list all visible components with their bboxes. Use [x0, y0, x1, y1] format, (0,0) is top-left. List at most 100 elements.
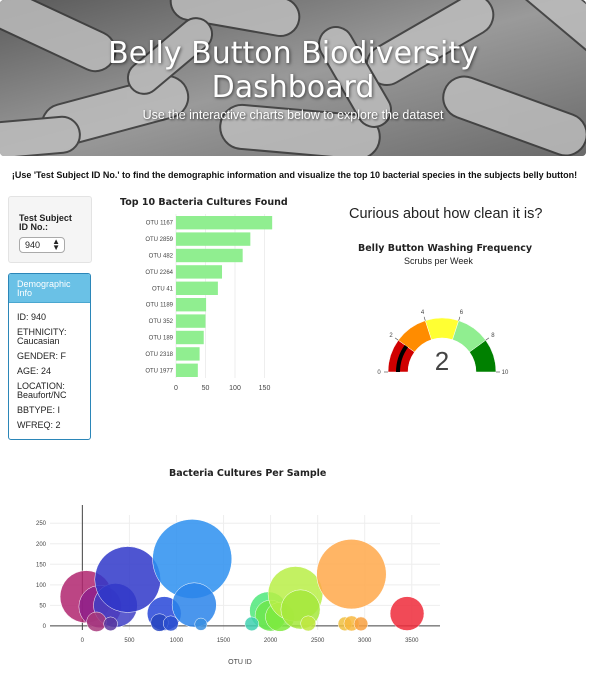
bar-chart-title: Top 10 Bacteria Cultures Found [120, 197, 288, 208]
bar-y-tick-label: OTU 2859 [145, 237, 173, 243]
bar [176, 216, 273, 230]
bar-x-tick-label: 100 [229, 385, 241, 392]
bubble-y-tick-label: 200 [36, 542, 47, 548]
bar [176, 248, 243, 263]
demo-bbtype: BBTYPE: I [17, 405, 61, 415]
bar-y-tick-label: OTU 41 [152, 286, 174, 292]
bar [176, 232, 251, 246]
bubble-x-tick-label: 1000 [170, 638, 184, 644]
subject-selector-panel: Test Subject ID No.: 940 ▲ ▼ [8, 196, 92, 263]
page-subtitle: Use the interactive charts below to expl… [142, 108, 444, 122]
bubble-x-tick-label: 500 [124, 638, 135, 644]
bacteria-background-image [0, 0, 586, 156]
instructions-text: ¡Use 'Test Subject ID No.' to find the d… [11, 170, 578, 180]
bar [176, 265, 223, 279]
bar-y-tick-label: OTU 1189 [146, 303, 174, 309]
bubble-x-tick-label: 3500 [405, 638, 419, 644]
gauge-heading: Curious about how clean it is? [349, 206, 543, 222]
gauge-subtitle: Scrubs per Week [404, 256, 473, 266]
bubble-y-tick-label: 50 [39, 603, 46, 609]
gauge-value-bar [396, 344, 409, 372]
bar-y-tick-label: OTU 1977 [145, 368, 173, 374]
bar-x-tick-label: 50 [202, 385, 210, 392]
header-banner: Belly Button Biodiversity Dashboard Use … [0, 0, 586, 156]
bar [176, 363, 198, 377]
demo-location: LOCATION: Beaufort/NC [17, 382, 82, 400]
bubble-x-tick-label: 1500 [217, 638, 231, 644]
bubble-x-axis-title: OTU ID [228, 659, 252, 666]
bubble-y-tick-label: 250 [36, 521, 47, 527]
page-title-line2: Dashboard [211, 70, 375, 105]
page-title-line1: Belly Button Biodiversity [108, 36, 478, 71]
gauge-tick-label: 10 [502, 370, 509, 376]
washing-frequency-gauge[interactable]: 0 2 4 6 8 10 2 [372, 300, 522, 390]
bubble-x-tick-label: 0 [81, 638, 85, 644]
bar-x-tick-label: 150 [259, 385, 271, 392]
demographic-heading-line1: Demographic [17, 279, 71, 289]
bubble-point [244, 616, 259, 632]
gauge-tick [485, 337, 490, 341]
gauge-tick [458, 316, 461, 321]
bar [176, 281, 218, 295]
demo-id: ID: 940 [17, 312, 47, 322]
subject-label-line2: ID No.: [19, 222, 48, 232]
gauge-band [469, 339, 497, 373]
bubble-point [389, 596, 425, 631]
gauge-tick-label: 8 [491, 333, 495, 339]
select-arrows-icon: ▲ ▼ [52, 237, 60, 252]
gauge-tick-label: 2 [389, 333, 393, 339]
bubble-point [162, 615, 179, 632]
bubble-x-tick-label: 2500 [311, 638, 325, 644]
bubble-point [194, 617, 208, 631]
gauge-value: 2 [435, 346, 449, 376]
demo-location-label: LOCATION: [17, 381, 65, 391]
bubble-y-tick-label: 100 [36, 583, 47, 589]
demo-age: AGE: 24 [17, 366, 52, 376]
bar-y-tick-label: OTU 482 [149, 254, 174, 260]
demographic-info-body: ID: 940 ETHNICITY: Caucasian GENDER: F A… [9, 303, 90, 430]
bubble-y-tick-label: 150 [36, 562, 47, 568]
demo-wfreq: WFREQ: 2 [17, 420, 61, 430]
gauge-tick-label: 6 [460, 310, 464, 316]
bubble-point [86, 611, 107, 632]
bar-x-tick-label: 0 [174, 385, 178, 392]
bar [176, 330, 204, 345]
bubble-point [171, 582, 217, 628]
demo-gender: GENDER: F [17, 351, 67, 361]
bar-y-tick-label: OTU 2264 [145, 270, 173, 276]
bar [176, 314, 206, 328]
gauge-tick-label: 4 [421, 310, 425, 316]
bubble-point [353, 616, 369, 632]
demographic-heading-line2: Info [17, 288, 33, 298]
demo-location-value: Beaufort/NC [17, 390, 67, 400]
bar [176, 347, 200, 361]
bar-y-tick-label: OTU 189 [149, 336, 174, 342]
bar-y-tick-label: OTU 1167 [146, 221, 174, 227]
subject-id-select[interactable]: 940 ▲ ▼ [19, 237, 65, 253]
subject-label-line1: Test Subject [19, 213, 72, 223]
gauge-title: Belly Button Washing Frequency [358, 243, 533, 254]
bar-y-tick-label: OTU 352 [149, 319, 174, 325]
demo-ethnicity-label: ETHNICITY: [17, 327, 67, 337]
bubble-point [94, 546, 161, 613]
bubble-x-tick-label: 3000 [358, 638, 372, 644]
bubble-chart-title: Bacteria Cultures Per Sample [169, 468, 327, 479]
gauge-tick [394, 337, 399, 341]
demographic-info-panel: Demographic Info ID: 940 ETHNICITY: Cauc… [8, 273, 91, 440]
bubble-y-tick-label: 0 [43, 624, 47, 630]
demographic-info-heading: Demographic Info [9, 274, 90, 303]
bubble-x-tick-label: 2000 [264, 638, 278, 644]
gauge-tick-label: 0 [377, 370, 381, 376]
gauge-tick [423, 316, 426, 321]
bar [176, 298, 207, 312]
bar-y-tick-label: OTU 2318 [145, 352, 173, 358]
bubble-point [103, 616, 118, 632]
subject-selector-label: Test Subject ID No.: [19, 214, 72, 232]
bubble-point [316, 539, 387, 610]
top10-bar-chart[interactable]: 0 50 100 150 OTU 1167 OTU 2859 OTU 482 OTU 2264… [120, 210, 300, 410]
demo-ethnicity-value: Caucasian [17, 336, 60, 346]
demo-ethnicity: ETHNICITY: Caucasian [17, 328, 82, 346]
bubble-point [300, 615, 317, 632]
subject-id-value: 940 [25, 240, 41, 250]
